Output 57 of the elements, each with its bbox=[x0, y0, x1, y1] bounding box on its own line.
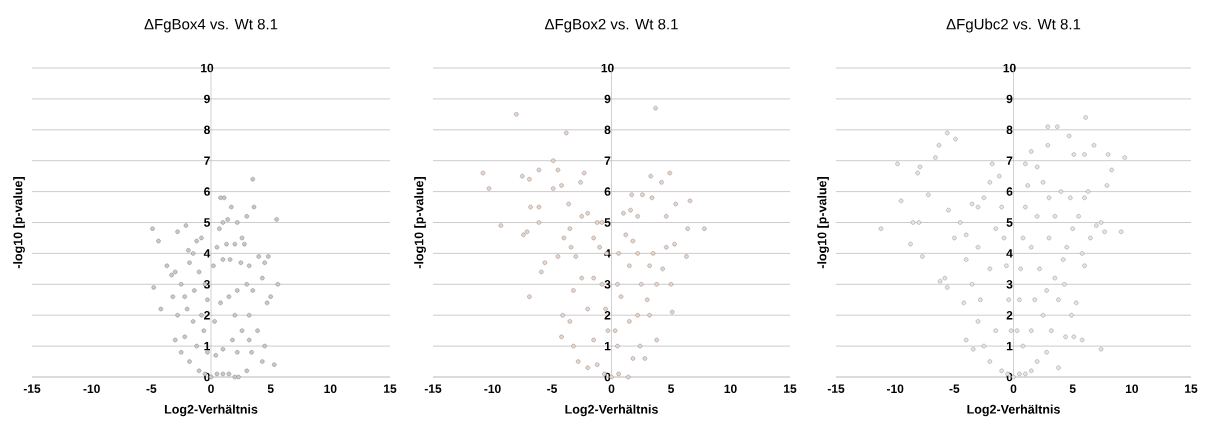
x-axis-title: Log2-Verhältnis bbox=[164, 404, 258, 417]
x-tick-label: 10 bbox=[1125, 384, 1139, 394]
x-tick-label: 5 bbox=[668, 384, 674, 393]
x-tick-label: 10 bbox=[724, 384, 737, 394]
x-tick-label: -5 bbox=[146, 384, 157, 393]
x-tick-label: -5 bbox=[949, 384, 960, 393]
y-tick-label: 7 bbox=[204, 156, 210, 165]
y-tick-label: 8 bbox=[1006, 125, 1013, 135]
y-tick-label: 10 bbox=[201, 63, 214, 73]
y-tick-label: 5 bbox=[1006, 218, 1013, 227]
y-tick-label: 2 bbox=[1006, 311, 1013, 320]
chart-title: ΔFgUbc2 vs. Wt 8.1 bbox=[946, 18, 1081, 33]
y-tick-label: 6 bbox=[204, 187, 210, 196]
y-tick-label: 0 bbox=[604, 372, 611, 382]
x-tick-label: 5 bbox=[1069, 384, 1076, 393]
x-tick-label: -15 bbox=[424, 384, 442, 393]
x-tick-label: 15 bbox=[384, 384, 397, 393]
x-tick-label: -10 bbox=[484, 384, 501, 394]
y-tick-label: 3 bbox=[203, 280, 210, 289]
x-tick-label: 15 bbox=[784, 384, 797, 393]
y-tick-label: 7 bbox=[1006, 156, 1013, 165]
y-tick-label: 3 bbox=[1006, 280, 1013, 289]
x-axis-title: Log2-Verhältnis bbox=[565, 404, 658, 417]
y-tick-label: 1 bbox=[1006, 341, 1013, 351]
x-tick-label: -15 bbox=[827, 384, 845, 393]
y-tick-label: 8 bbox=[604, 125, 611, 135]
y-axis-title: -log10 [p-value] bbox=[414, 177, 426, 269]
y-tick-label: 2 bbox=[204, 311, 210, 320]
y-axis-title: -log10 [p-value] bbox=[817, 177, 829, 269]
x-tick-label: -15 bbox=[23, 384, 41, 393]
y-tick-label: 1 bbox=[204, 341, 210, 351]
y-tick-label: 5 bbox=[604, 218, 611, 227]
x-tick-label: -10 bbox=[83, 384, 100, 394]
y-tick-label: 10 bbox=[1003, 63, 1016, 73]
y-tick-label: 9 bbox=[204, 94, 210, 104]
y-tick-label: 9 bbox=[1006, 94, 1013, 104]
x-tick-label: 5 bbox=[267, 384, 274, 393]
y-tick-label: 7 bbox=[604, 156, 611, 165]
y-tick-label: 4 bbox=[203, 249, 211, 258]
y-tick-label: 6 bbox=[604, 187, 611, 196]
chart-title: ΔFgBox4 vs. Wt 8.1 bbox=[144, 18, 278, 33]
x-axis-title: Log2-Verhältnis bbox=[967, 404, 1060, 417]
x-tick-label: -10 bbox=[886, 384, 904, 394]
y-tick-label: 8 bbox=[204, 125, 210, 135]
x-tick-label: 15 bbox=[1185, 384, 1198, 393]
y-tick-label: 6 bbox=[1006, 187, 1013, 196]
x-tick-label: 10 bbox=[324, 384, 337, 394]
y-tick-label: 10 bbox=[601, 63, 614, 73]
y-tick-label: 5 bbox=[204, 218, 210, 227]
y-tick-label: 1 bbox=[604, 341, 611, 351]
y-tick-label: 9 bbox=[604, 94, 611, 104]
y-axis-title: -log10 [p-value] bbox=[13, 177, 25, 269]
y-tick-label: 3 bbox=[604, 280, 611, 289]
y-tick-label: 4 bbox=[1006, 249, 1013, 258]
chart-title: ΔFgBox2 vs. Wt 8.1 bbox=[544, 18, 678, 33]
y-tick-label: 2 bbox=[604, 311, 611, 320]
x-tick-label: -5 bbox=[547, 384, 557, 393]
